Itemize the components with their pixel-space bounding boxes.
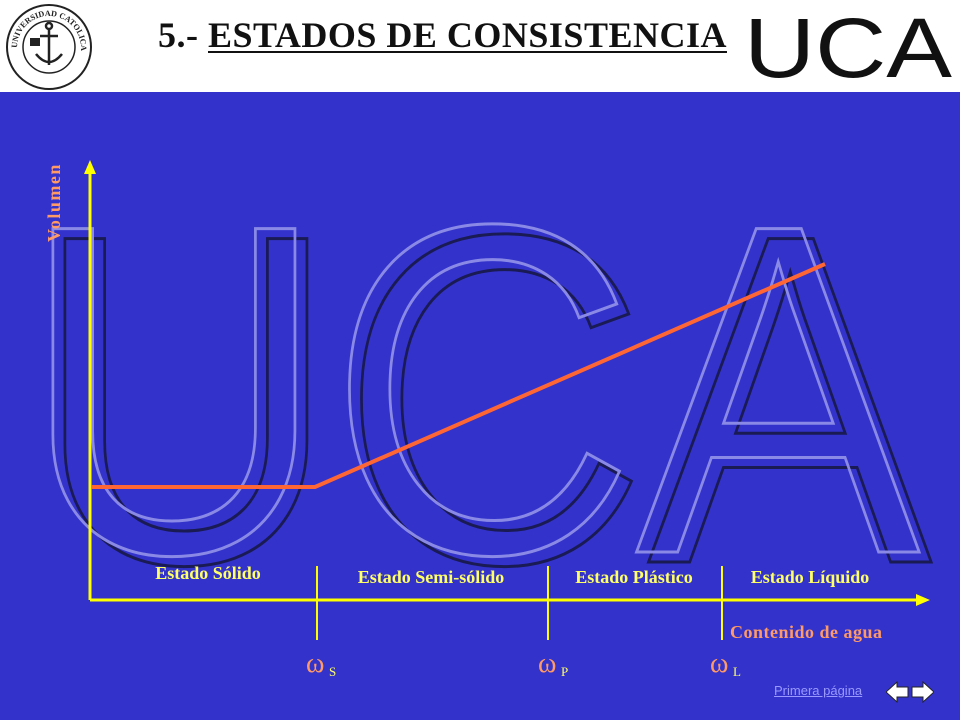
watermark-shadow: UCA: [32, 137, 934, 662]
anchor-cross-icon: [35, 21, 63, 65]
limit-shrinkage: ω S: [306, 648, 336, 679]
state-label-solid: Estado Sólido: [155, 563, 261, 583]
limit-subscript-p: P: [561, 664, 568, 679]
limit-symbol-l: ω: [710, 648, 728, 679]
next-page-button[interactable]: [911, 681, 934, 703]
watermark-outline: UCA: [20, 127, 922, 652]
y-axis-arrow-icon: [84, 160, 96, 174]
page-navigation: [886, 681, 934, 703]
prev-page-button[interactable]: [886, 681, 909, 703]
page-title: 5.- ESTADOS DE CONSISTENCIA: [158, 14, 727, 56]
x-axis-arrow-icon: [916, 594, 930, 606]
seal-shield-icon: [30, 38, 40, 46]
first-page-link[interactable]: Primera página: [774, 683, 863, 698]
limit-subscript-s: S: [329, 664, 336, 679]
title-main: ESTADOS DE CONSISTENCIA: [208, 15, 727, 55]
state-label-plastic: Estado Plástico: [575, 567, 693, 587]
limit-plastic: ω P: [538, 648, 568, 679]
consistency-diagram: UCA UCA Volumen Estado Sólido Estado Sem…: [19, 126, 936, 680]
limit-symbol-p: ω: [538, 648, 556, 679]
axes: [84, 160, 930, 606]
university-seal-logo: UNIVERSIDAD CATOLICA ARGENTINA: [2, 2, 92, 90]
limit-subscript-l: L: [733, 664, 741, 679]
right-arrow-icon: [911, 681, 934, 703]
x-axis-label: Contenido de agua: [730, 622, 883, 642]
title-prefix: 5.-: [158, 15, 208, 55]
limit-symbol-s: ω: [306, 648, 324, 679]
header: UNIVERSIDAD CATOLICA ARGENTINA 5.- ESTAD…: [0, 0, 960, 92]
limit-liquid: ω L: [710, 648, 741, 679]
volume-curve: [92, 262, 826, 489]
state-label-semisolid: Estado Semi-sólido: [358, 567, 505, 587]
state-label-liquid: Estado Líquido: [751, 567, 870, 587]
watermark: UCA UCA: [19, 126, 936, 664]
brand-text: UCA: [744, 4, 952, 88]
left-arrow-icon: [886, 681, 909, 703]
y-axis-label: Volumen: [44, 163, 64, 242]
uca-brand-logo: UCA: [744, 4, 952, 88]
